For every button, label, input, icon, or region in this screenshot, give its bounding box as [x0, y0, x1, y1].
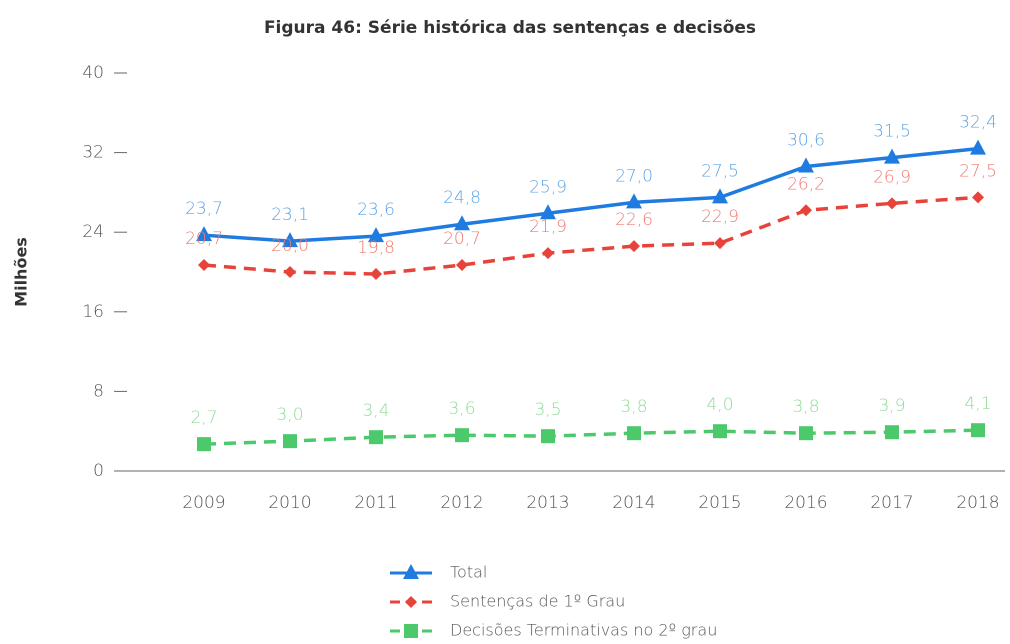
series-line: [203, 146, 979, 243]
series-line: [203, 428, 979, 446]
data-label: 22,9: [701, 207, 739, 227]
legend-label: Sentenças de 1º Grau: [450, 592, 625, 611]
marker: [972, 191, 984, 204]
marker: [196, 226, 212, 242]
x-tick-label: 2014: [612, 493, 655, 513]
data-label: 26,9: [873, 167, 911, 187]
data-label: 20,0: [271, 236, 309, 256]
x-tick-label: 2018: [956, 493, 999, 513]
data-label: 20,7: [443, 229, 481, 249]
data-label: 23,1: [271, 205, 309, 225]
marker: [284, 266, 296, 278]
marker: [713, 424, 727, 439]
data-label: 26,2: [787, 174, 825, 194]
data-label: 3,5: [534, 400, 561, 420]
marker: [282, 232, 298, 248]
marker: [885, 425, 899, 440]
marker: [369, 430, 383, 445]
marker: [197, 437, 211, 452]
x-tick-label: 2013: [526, 493, 569, 513]
data-label: 32,4: [959, 113, 997, 133]
y-tick-label: 40: [82, 63, 104, 83]
data-label: 31,5: [873, 122, 911, 142]
data-label: 27,5: [701, 161, 739, 181]
y-tick-label: 0: [93, 461, 104, 481]
marker: [884, 148, 900, 164]
marker: [712, 188, 728, 204]
data-label: 3,0: [276, 405, 303, 425]
y-tick-label: 8: [93, 381, 104, 401]
x-tick-label: 2015: [698, 493, 741, 513]
marker: [970, 139, 986, 155]
marker: [198, 259, 210, 272]
marker: [454, 215, 470, 231]
data-label: 27,0: [615, 166, 653, 186]
marker: [403, 564, 419, 579]
data-label: 19,8: [357, 238, 395, 258]
data-label: 27,5: [959, 161, 997, 181]
data-label: 3,9: [878, 396, 905, 416]
marker: [368, 227, 384, 243]
y-axis-label: Milhões: [12, 237, 31, 307]
marker: [626, 193, 642, 209]
marker: [405, 596, 417, 608]
data-label: 4,1: [964, 394, 991, 414]
data-label: 21,9: [529, 217, 567, 237]
data-label: 25,9: [529, 177, 567, 197]
series-line: [203, 195, 979, 276]
marker: [799, 426, 813, 441]
data-label: 20,7: [185, 229, 223, 249]
marker: [283, 434, 297, 449]
data-label: 4,0: [706, 395, 733, 415]
data-label: 23,7: [185, 199, 223, 219]
marker: [971, 423, 985, 438]
marker: [541, 429, 555, 444]
chart-title: Figura 46: Série histórica das sentenças…: [264, 18, 756, 38]
marker: [628, 240, 640, 253]
marker: [886, 197, 898, 210]
x-tick-label: 2017: [870, 493, 913, 513]
y-tick-label: 32: [82, 143, 104, 163]
x-tick-label: 2009: [182, 493, 225, 513]
marker: [404, 624, 418, 638]
marker: [542, 247, 554, 260]
marker: [455, 428, 469, 443]
x-tick-label: 2010: [268, 493, 311, 513]
marker: [456, 259, 468, 272]
data-label: 3,4: [362, 401, 389, 421]
marker: [798, 157, 814, 173]
data-label: 24,8: [443, 188, 481, 208]
legend-label: Decisões Terminativas no 2º grau: [450, 621, 717, 640]
x-tick-label: 2016: [784, 493, 827, 513]
data-label: 3,8: [792, 397, 819, 417]
x-tick-label: 2012: [440, 493, 483, 513]
x-tick-label: 2011: [354, 493, 397, 513]
data-label: 23,6: [357, 200, 395, 220]
legend-label: Total: [450, 563, 487, 582]
data-label: 3,6: [448, 399, 475, 419]
y-tick-label: 16: [82, 302, 104, 322]
marker: [800, 204, 812, 217]
data-label: 3,8: [620, 397, 647, 417]
marker: [627, 426, 641, 441]
data-label: 22,6: [615, 210, 653, 230]
marker: [714, 237, 726, 250]
marker: [370, 267, 382, 280]
y-tick-label: 24: [82, 222, 104, 242]
data-label: 2,7: [190, 408, 217, 428]
marker: [540, 204, 556, 220]
data-label: 30,6: [787, 131, 825, 151]
